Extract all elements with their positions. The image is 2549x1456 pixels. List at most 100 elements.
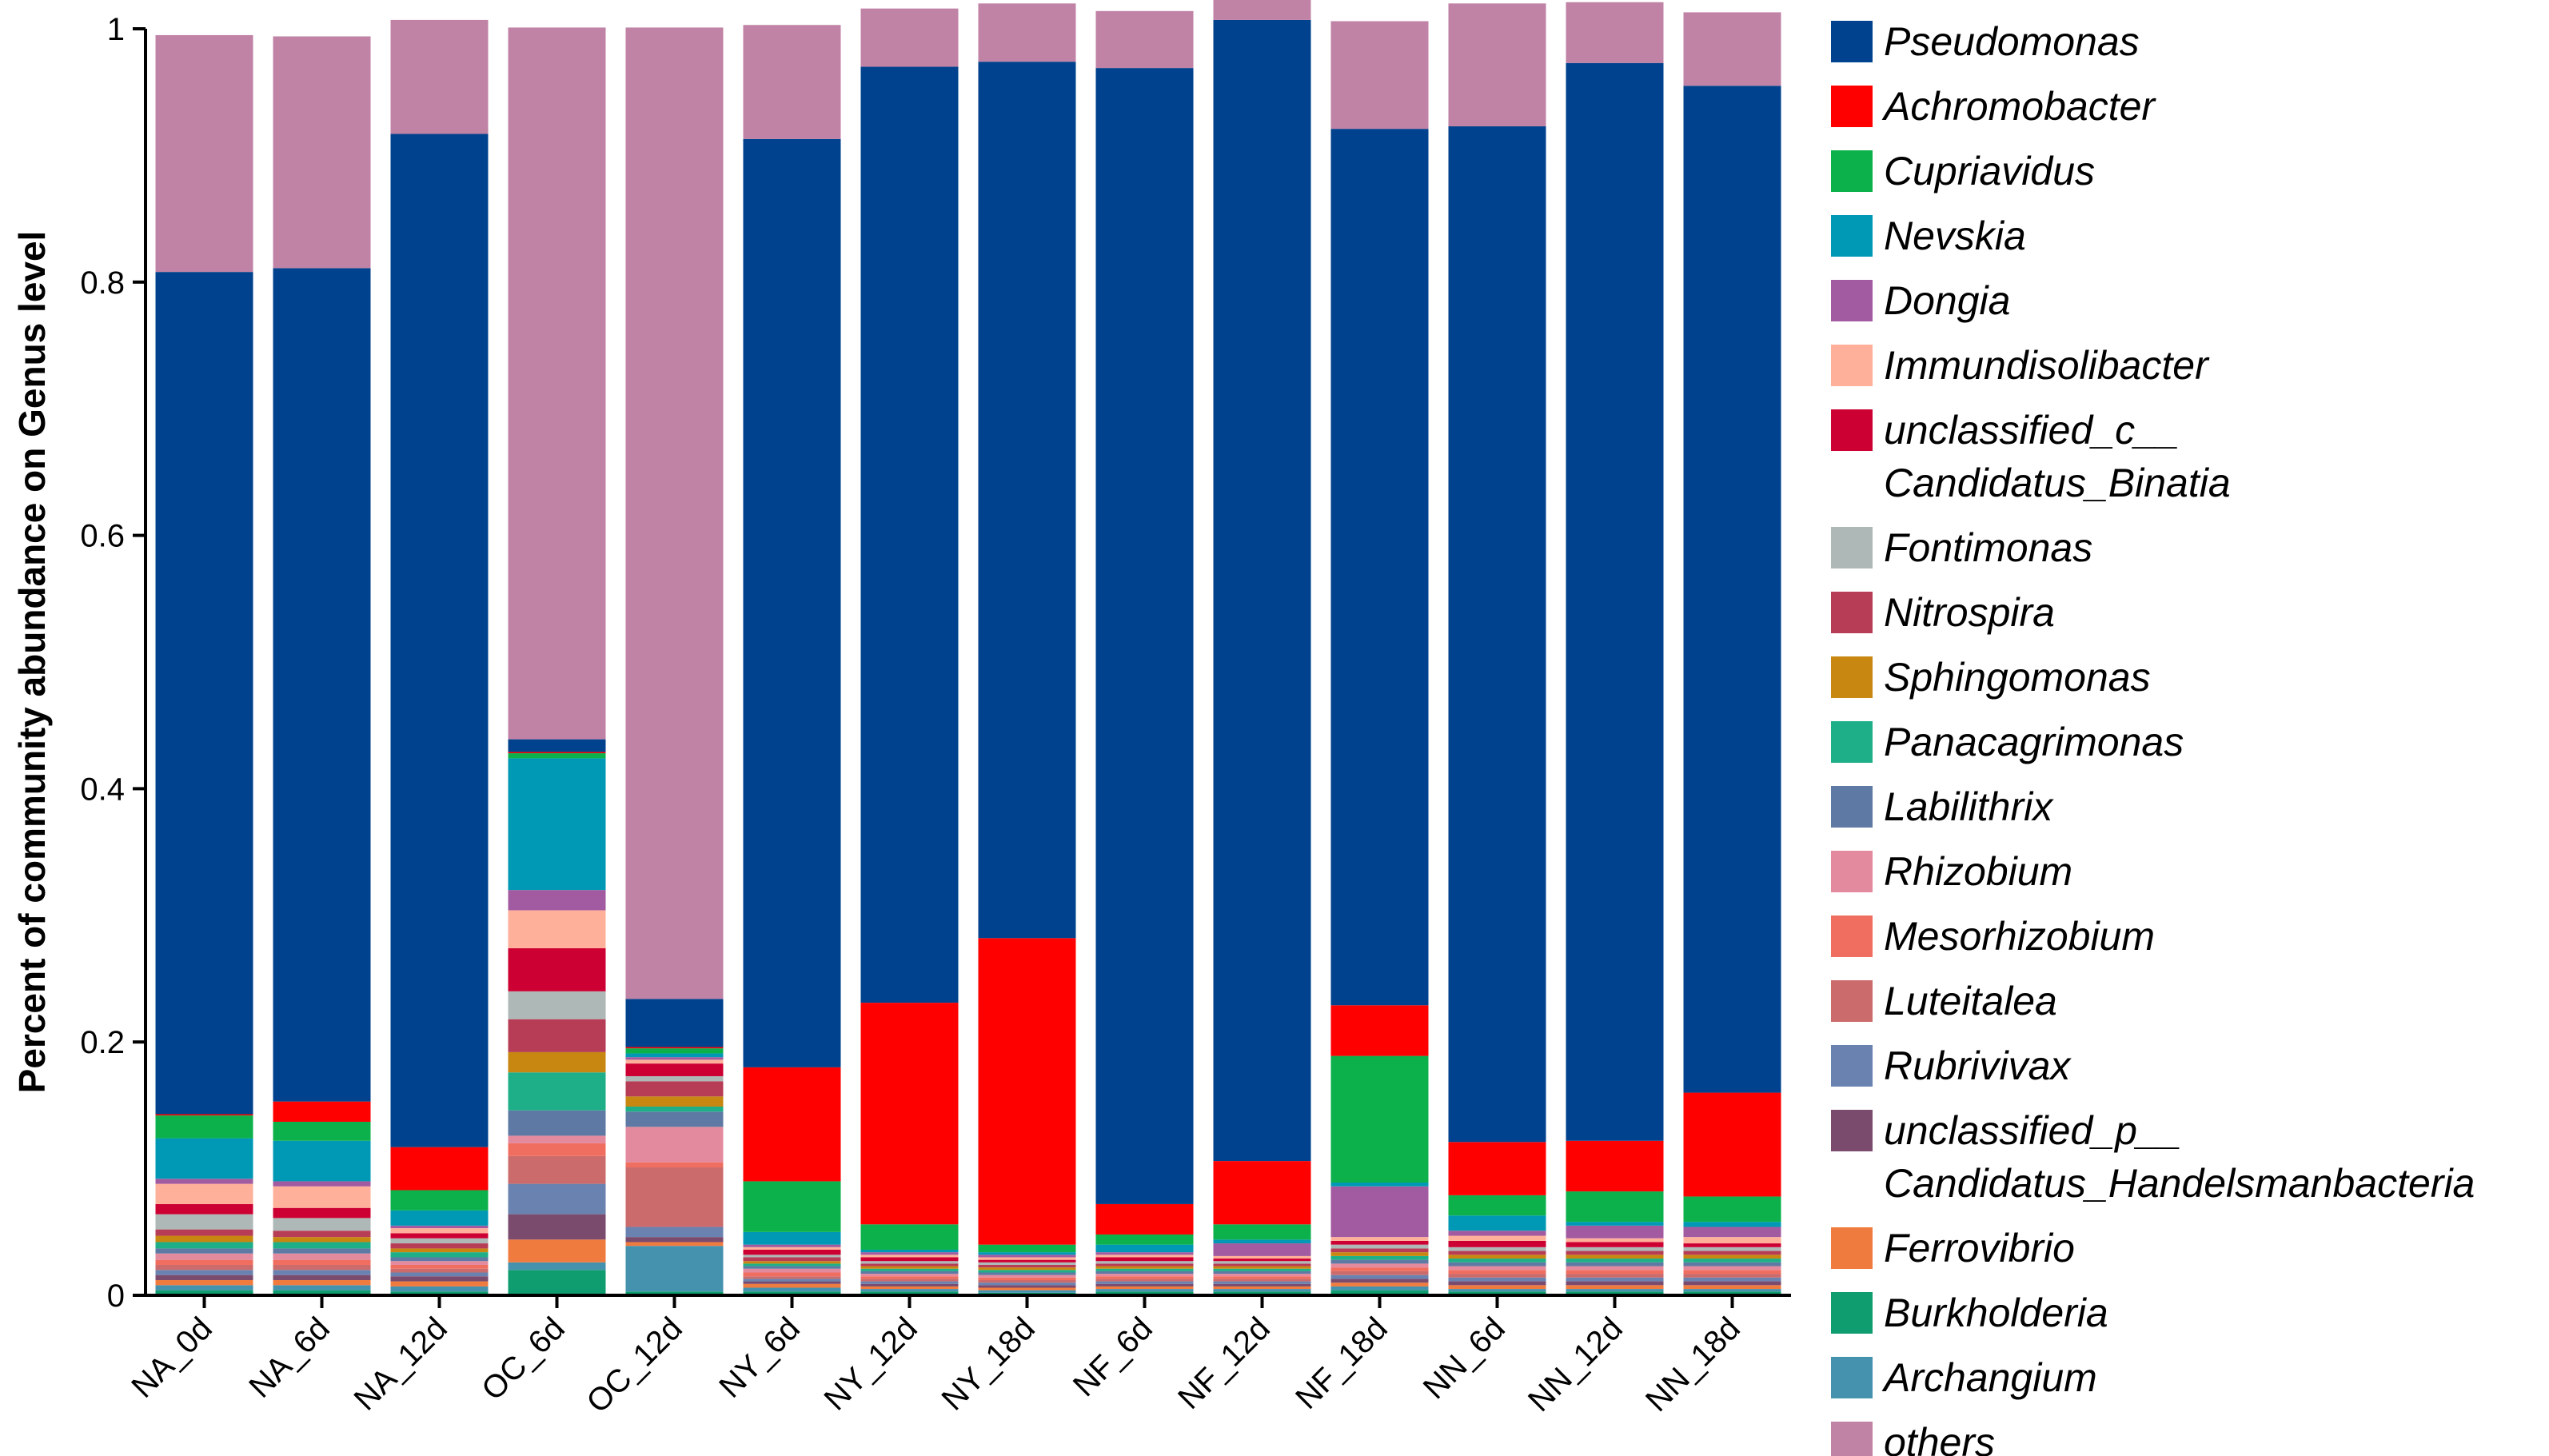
- segment-NN_18d-Immundisolibacter: [1683, 1237, 1781, 1244]
- segment-NF_6d-Sphingomonas: [1095, 1266, 1194, 1269]
- segment-NF_18d-Immundisolibacter: [1330, 1237, 1429, 1241]
- segment-NY_6d-Achromobacter: [743, 1067, 841, 1182]
- y-axis-title: Percent of community abundance on Genus …: [11, 231, 53, 1094]
- segment-NF_18d-Burkholderia: [1330, 1290, 1429, 1295]
- segment-NY_6d-others: [743, 25, 841, 139]
- segment-NF_18d-Nevskia: [1330, 1183, 1429, 1187]
- segment-NY_12d-Burkholderia: [860, 1291, 959, 1295]
- legend-swatch: [1831, 1045, 1873, 1087]
- segment-NN_6d-Sphingomonas: [1448, 1255, 1546, 1259]
- segment-NN_18d-Cupriavidus: [1683, 1196, 1781, 1223]
- segment-NA_6d-Fontimonas: [273, 1218, 371, 1231]
- segment-NY_18d-Rhizobium: [978, 1274, 1076, 1278]
- segment-NY_12d-Labilithrix: [860, 1271, 959, 1274]
- segment-NY_18d-Pseudomonas: [978, 62, 1076, 939]
- segment-NN_6d-Immundisolibacter: [1448, 1235, 1546, 1241]
- segment-NN_18d-unclassified_c__Candidatus_Binatia: [1683, 1243, 1781, 1247]
- legend-swatch: [1831, 409, 1873, 451]
- legend-label: Dongia: [1884, 278, 2010, 323]
- segment-NY_18d-unclassified_p__Candidatus_Handelsmanbacteria: [978, 1285, 1076, 1288]
- segment-NY_6d-Pseudomonas: [743, 138, 841, 1067]
- legend-item: Burkholderia: [1831, 1290, 2108, 1335]
- segment-OC_12d-Nevskia: [625, 1053, 724, 1058]
- segment-NN_18d-Fontimonas: [1683, 1247, 1781, 1251]
- segment-NY_6d-Rubrivivax: [743, 1278, 841, 1282]
- segment-NA_6d-Rubrivivax: [273, 1270, 371, 1275]
- segment-NY_6d-Burkholderia: [743, 1291, 841, 1295]
- bar-NN_18d: [1683, 12, 1781, 1295]
- segment-NY_18d-Labilithrix: [978, 1272, 1076, 1275]
- legend-item: Labilithrix: [1831, 784, 2054, 829]
- segment-NF_12d-unclassified_p__Candidatus_Handelsmanbacteria: [1213, 1283, 1311, 1286]
- legend-swatch: [1831, 1110, 1873, 1151]
- segment-NN_12d-Burkholderia: [1566, 1291, 1664, 1295]
- bar-NY_18d: [978, 3, 1076, 1295]
- segment-OC_6d-Sphingomonas: [508, 1051, 606, 1073]
- segment-NF_6d-Labilithrix: [1095, 1271, 1194, 1274]
- y-tick-label: 0: [107, 1278, 125, 1314]
- segment-OC_12d-Pseudomonas: [625, 999, 724, 1047]
- segment-OC_6d-Immundisolibacter: [508, 910, 606, 948]
- segment-OC_12d-Sphingomonas: [625, 1096, 724, 1107]
- legend-item: unclassified_p__ Candidatus_Handelsmanbac…: [1831, 1108, 2475, 1206]
- legend-swatch: [1831, 1227, 1873, 1269]
- x-tick-label: NN_18d: [1639, 1310, 1747, 1418]
- segment-NF_12d-Nevskia: [1213, 1239, 1311, 1244]
- segment-NN_18d-Nitrospira: [1683, 1251, 1781, 1255]
- x-tick-label: NA_0d: [125, 1310, 219, 1405]
- segment-OC_6d-Achromobacter: [508, 752, 606, 754]
- segment-NN_12d-Immundisolibacter: [1566, 1238, 1664, 1243]
- legend-label: unclassified_c__: [1884, 408, 2180, 453]
- segment-NN_18d-unclassified_p__Candidatus_Handelsmanbacteria: [1683, 1281, 1781, 1286]
- segment-NA_12d-unclassified_c__Candidatus_Binatia: [390, 1233, 489, 1239]
- segment-NF_12d-Rhizobium: [1213, 1274, 1311, 1277]
- segment-OC_6d-Rhizobium: [508, 1135, 606, 1143]
- segment-NY_12d-Sphingomonas: [860, 1266, 959, 1269]
- segment-OC_6d-Mesorhizobium: [508, 1143, 606, 1156]
- segment-NA_6d-Cupriavidus: [273, 1121, 371, 1141]
- segment-NF_6d-Panacagrimonas: [1095, 1268, 1194, 1271]
- segment-NA_12d-Rubrivivax: [390, 1272, 489, 1277]
- segment-NF_18d-Sphingomonas: [1330, 1252, 1429, 1256]
- segment-NF_12d-Fontimonas: [1213, 1261, 1311, 1264]
- legend-item: Immundisolibacter: [1831, 343, 2210, 388]
- segment-NF_18d-unclassified_c__Candidatus_Binatia: [1330, 1240, 1429, 1245]
- legend-swatch: [1831, 851, 1873, 892]
- segment-NA_0d-Immundisolibacter: [155, 1183, 253, 1204]
- segment-NF_12d-Ferrovibrio: [1213, 1286, 1311, 1290]
- legend-item: Luteitalea: [1831, 979, 2057, 1023]
- segment-NF_6d-Achromobacter: [1095, 1203, 1194, 1235]
- segment-NF_12d-Burkholderia: [1213, 1291, 1311, 1295]
- legend-label: unclassified_p__: [1884, 1108, 2182, 1153]
- segment-NN_6d-Mesorhizobium: [1448, 1270, 1546, 1274]
- segment-NA_12d-Achromobacter: [390, 1147, 489, 1191]
- segment-NN_6d-Labilithrix: [1448, 1262, 1546, 1267]
- segment-NA_12d-Archangium: [390, 1286, 489, 1292]
- legend-item: others: [1831, 1420, 1995, 1456]
- legend-swatch: [1831, 915, 1873, 957]
- legend-label: Ferrovibrio: [1884, 1226, 2075, 1271]
- segment-NA_6d-Nitrospira: [273, 1231, 371, 1238]
- segment-NA_12d-Labilithrix: [390, 1257, 489, 1262]
- segment-NA_6d-Nevskia: [273, 1140, 371, 1182]
- segment-NA_0d-Burkholderia: [155, 1290, 253, 1295]
- segment-NY_18d-Ferrovibrio: [978, 1287, 1076, 1290]
- y-tick-label: 0.4: [80, 772, 125, 807]
- legend-label: Fontimonas: [1884, 525, 2092, 570]
- segment-NN_12d-Labilithrix: [1566, 1262, 1664, 1267]
- legend-item: Rubrivivax: [1831, 1043, 2072, 1088]
- segment-NA_12d-unclassified_p__Candidatus_Handelsmanbacteria: [390, 1276, 489, 1282]
- segment-OC_12d-Mesorhizobium: [625, 1162, 724, 1168]
- legend-label: Mesorhizobium: [1884, 914, 2155, 959]
- segment-NY_18d-Fontimonas: [978, 1262, 1076, 1265]
- y-axis: 0 0.2 0.4 0.6 0.8 1: [80, 12, 147, 1314]
- bar-NN_6d: [1448, 3, 1546, 1295]
- segment-NN_6d-others: [1448, 3, 1546, 126]
- segment-NY_6d-Immundisolibacter: [743, 1247, 841, 1250]
- segment-NN_12d-Sphingomonas: [1566, 1255, 1664, 1259]
- segment-NY_12d-Mesorhizobium: [860, 1276, 959, 1279]
- x-tick-label: NY_6d: [712, 1310, 807, 1405]
- segment-NF_12d-Archangium: [1213, 1289, 1311, 1292]
- segment-NF_18d-Labilithrix: [1330, 1259, 1429, 1264]
- segment-NY_6d-Nitrospira: [743, 1257, 841, 1262]
